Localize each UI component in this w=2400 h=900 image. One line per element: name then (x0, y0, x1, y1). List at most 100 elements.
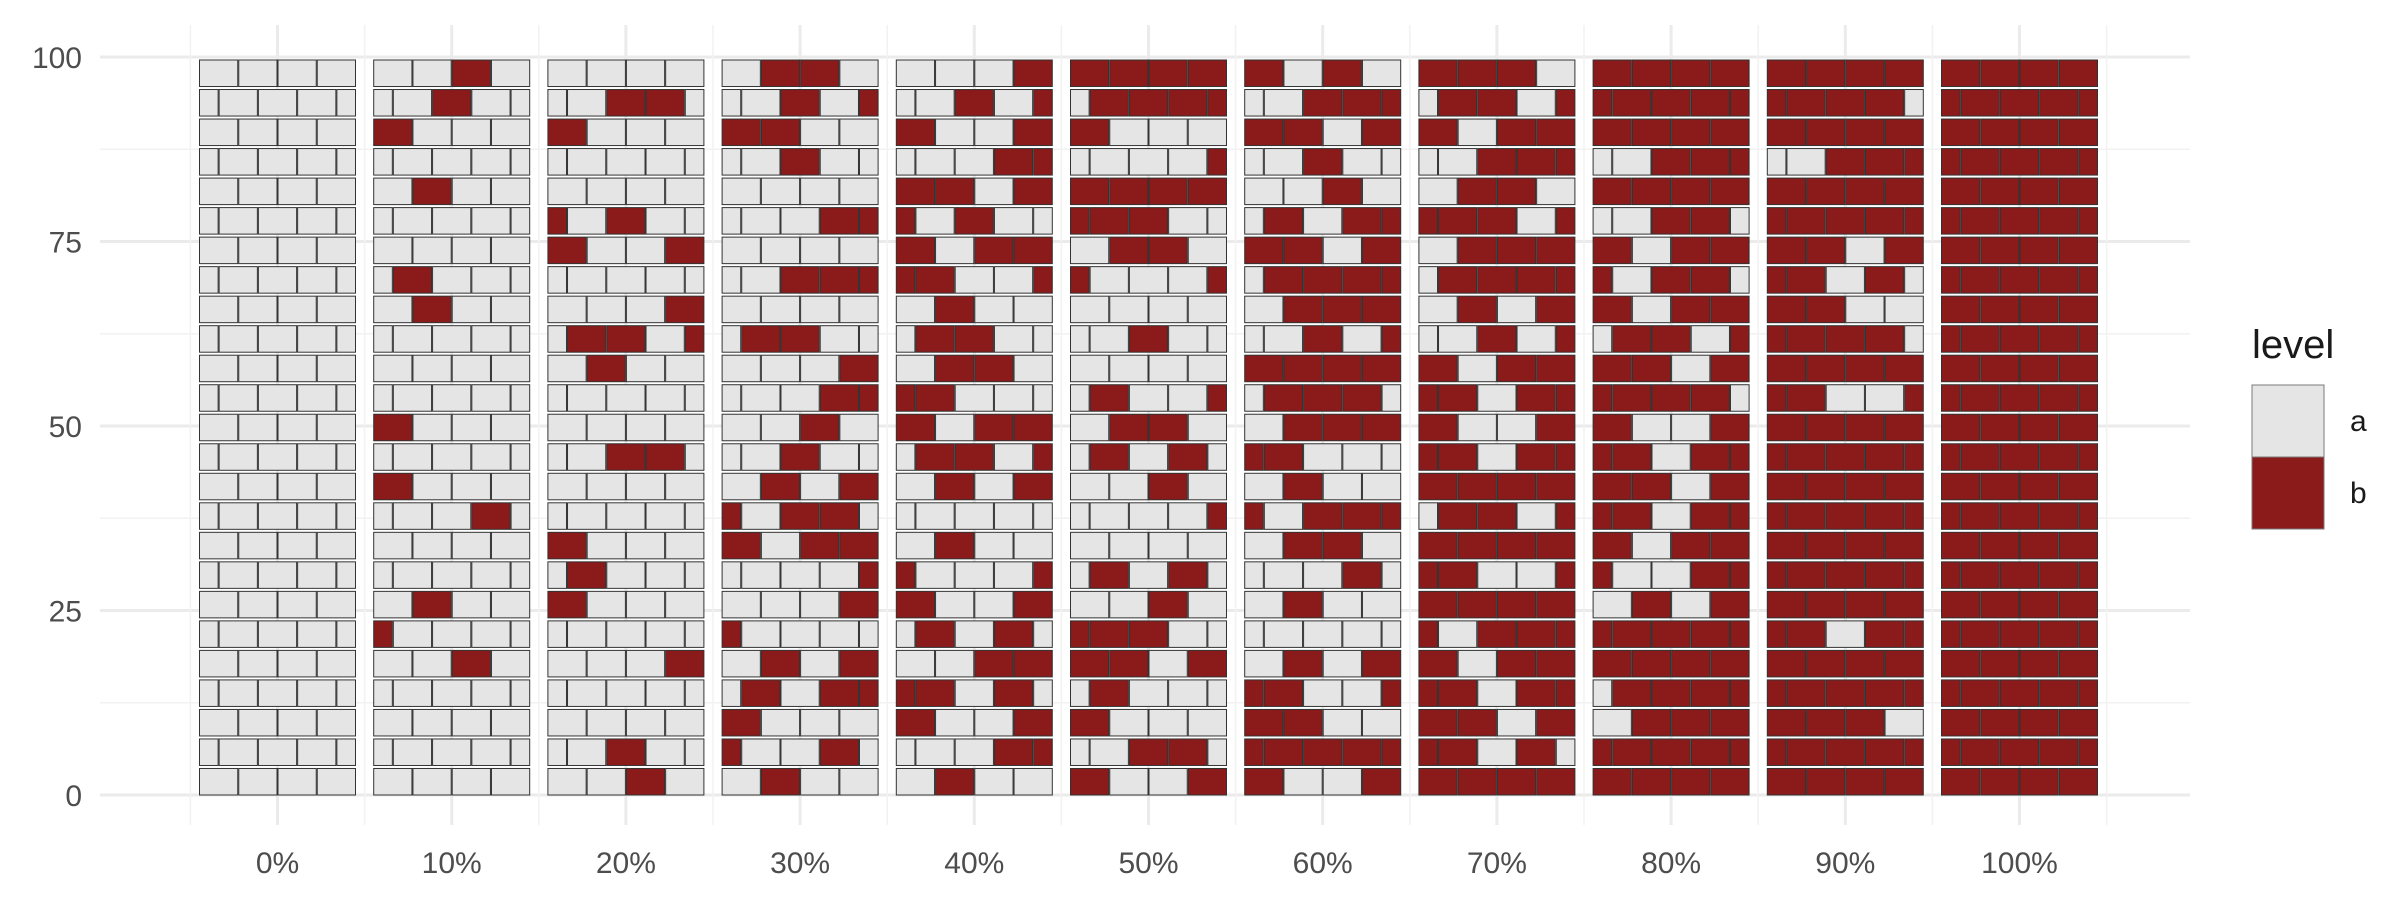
brick (993, 679, 1034, 707)
brick (1651, 502, 1691, 530)
brick (1089, 620, 1129, 648)
brick (199, 207, 219, 235)
brick (895, 561, 916, 589)
brick (1884, 708, 1924, 737)
brick (1109, 708, 1149, 737)
brick (392, 207, 433, 235)
brick (547, 620, 568, 648)
brick (858, 207, 879, 235)
brick (993, 325, 1034, 353)
brick (1438, 502, 1478, 530)
brick (373, 590, 413, 619)
brick (915, 266, 955, 294)
brick (1941, 384, 1961, 412)
brick (1070, 384, 1090, 412)
brick (1825, 266, 1865, 294)
brick (1418, 118, 1458, 147)
brick (1766, 679, 1787, 707)
brick (625, 531, 666, 560)
brick (1651, 738, 1691, 766)
brick (684, 738, 705, 766)
brick (1592, 708, 1632, 737)
brick (1884, 531, 1924, 560)
brick (993, 148, 1034, 176)
brick (1960, 561, 2000, 589)
brick (1671, 177, 1711, 206)
brick (1361, 531, 1402, 560)
brick (915, 207, 955, 235)
brick (1592, 531, 1632, 560)
brick (1786, 266, 1826, 294)
brick (935, 590, 975, 619)
legend-title: level (2252, 323, 2334, 367)
brick (993, 738, 1034, 766)
brick (567, 148, 607, 176)
brick (1671, 354, 1711, 383)
brick (915, 738, 955, 766)
brick (451, 295, 491, 324)
brick (1128, 266, 1169, 294)
brick (645, 325, 685, 353)
brick (1033, 738, 1053, 766)
brick (2039, 207, 2079, 235)
brick (645, 738, 685, 766)
brick (547, 354, 587, 383)
brick (373, 738, 393, 766)
brick (392, 148, 433, 176)
brick (780, 561, 820, 589)
brick (645, 89, 685, 117)
brick (1418, 472, 1458, 501)
brick (954, 266, 994, 294)
brick (665, 472, 705, 501)
brick (1786, 738, 1826, 766)
brick (625, 295, 666, 324)
brick (1536, 531, 1576, 560)
brick (2039, 502, 2079, 530)
brick (2039, 561, 2079, 589)
brick (510, 89, 531, 117)
brick-column (1766, 59, 1924, 796)
brick (1904, 89, 1924, 117)
brick (1845, 767, 1885, 796)
brick (1496, 413, 1537, 442)
brick-columns (199, 59, 2098, 796)
brick (1766, 325, 1787, 353)
brick (895, 266, 916, 294)
brick (1263, 679, 1304, 707)
brick (297, 443, 337, 471)
brick (490, 59, 531, 88)
brick (1322, 354, 1362, 383)
brick (297, 325, 337, 353)
brick (1070, 354, 1110, 383)
brick (1342, 89, 1382, 117)
brick (1207, 561, 1227, 589)
brick (858, 384, 879, 412)
brick (1999, 443, 2040, 471)
brick (2039, 443, 2079, 471)
brick (1418, 236, 1458, 265)
brick (2058, 295, 2098, 324)
brick (1536, 472, 1576, 501)
brick (547, 177, 587, 206)
brick (297, 502, 337, 530)
brick (1999, 384, 2040, 412)
brick (547, 59, 587, 88)
brick (490, 531, 531, 560)
brick (1496, 531, 1537, 560)
brick (1980, 354, 2020, 383)
brick (1766, 384, 1787, 412)
brick (238, 649, 278, 678)
brick (1999, 207, 2040, 235)
brick (1381, 679, 1402, 707)
legend-key-b (2251, 456, 2325, 530)
brick (1457, 59, 1497, 88)
brick (993, 384, 1034, 412)
brick (1999, 502, 2040, 530)
brick (1418, 738, 1439, 766)
brick (1033, 207, 1053, 235)
brick (1999, 325, 2040, 353)
brick (257, 148, 298, 176)
brick (2019, 236, 2059, 265)
brick-column (1941, 59, 2098, 796)
brick (1322, 59, 1362, 88)
